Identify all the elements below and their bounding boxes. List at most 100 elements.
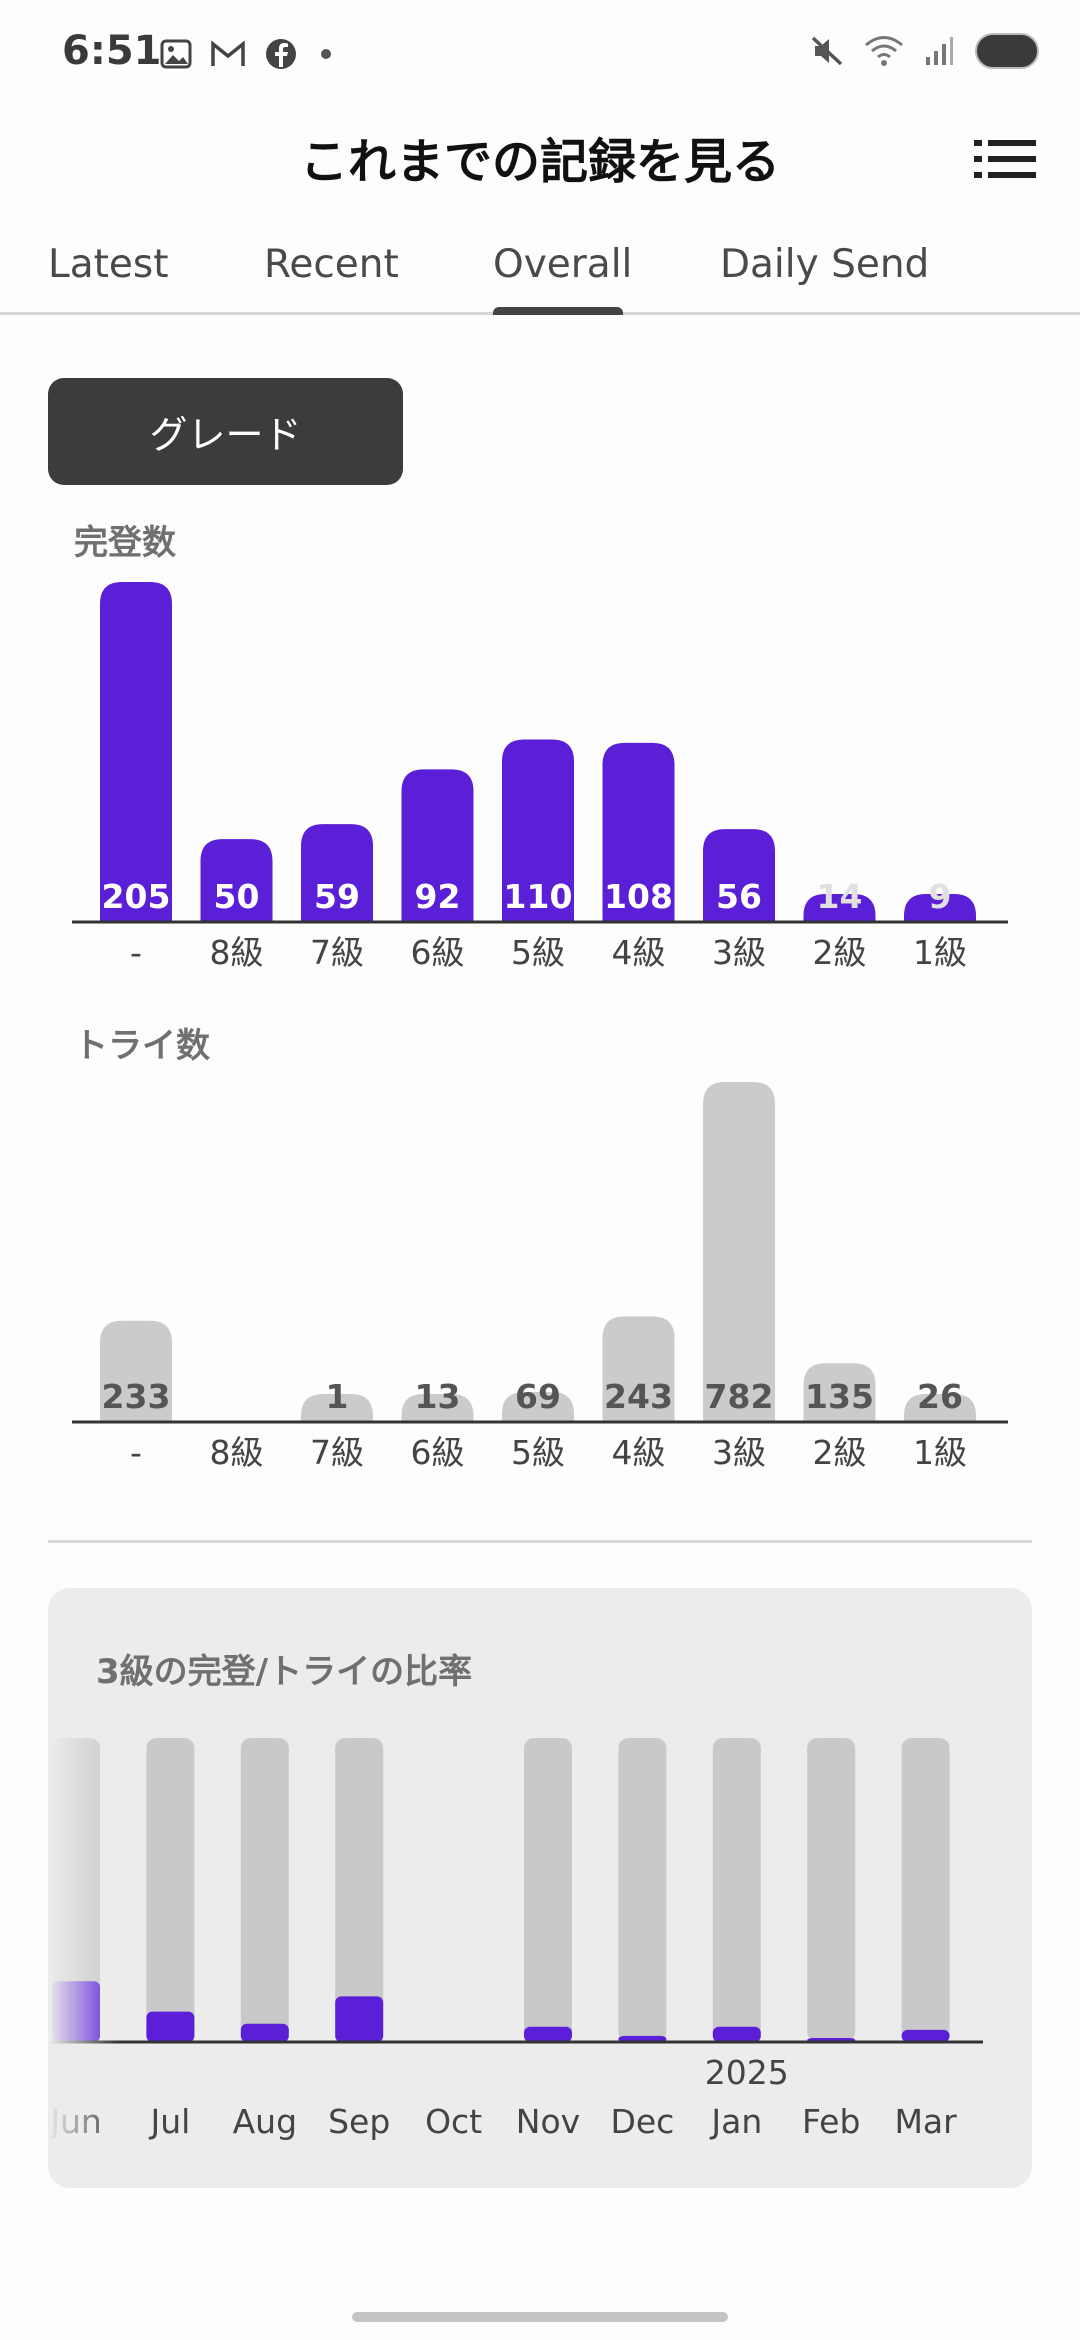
ratio-track-bar xyxy=(524,1738,572,2042)
sends-value-label: 50 xyxy=(214,877,260,916)
tries-bar xyxy=(100,1320,172,1422)
sends-category-label: 3級 xyxy=(712,933,766,972)
tries-category-label: 8級 xyxy=(210,1433,264,1472)
tries-category-label: 4級 xyxy=(612,1433,666,1472)
ratio-track-bar xyxy=(807,1738,856,2042)
ratio-year-label: 2025 xyxy=(705,2053,789,2092)
dot-icon xyxy=(321,49,331,59)
sends-value-label: 56 xyxy=(716,877,762,916)
tries-value-label: 233 xyxy=(102,1377,171,1416)
ratio-track-bar xyxy=(240,1738,289,2042)
tab-overall[interactable]: Overall xyxy=(493,242,633,287)
ratio-month-label: Nov xyxy=(516,2102,580,2141)
tries-category-label: - xyxy=(130,1433,142,1472)
sends-value-label: 9 xyxy=(929,877,952,916)
sends-chart: 205 - 50 8級 59 7級 92 6級 110 5級 108 4級 56 3級 14 2級 9 1級 xyxy=(72,582,1008,972)
gmail-icon xyxy=(211,40,245,66)
sends-value-label: 14 xyxy=(817,877,863,916)
tries-value-label: 243 xyxy=(604,1377,673,1416)
ratio-month-label: Jul xyxy=(148,2102,190,2141)
ratio-month-label: Oct xyxy=(425,2102,482,2141)
sends-category-label: 5級 xyxy=(511,933,565,972)
sends-category-label: - xyxy=(130,933,142,972)
ratio-month-label: Aug xyxy=(233,2102,297,2141)
tries-bar xyxy=(803,1363,876,1422)
status-time: 6:51 xyxy=(62,28,162,74)
mute-icon xyxy=(811,36,843,66)
sends-category-label: 2級 xyxy=(813,933,867,972)
ratio-track-bar xyxy=(618,1738,667,2042)
image-icon xyxy=(160,39,192,69)
tries-category-label: 2級 xyxy=(813,1433,867,1472)
ratio-fill-bar xyxy=(524,2026,572,2042)
sends-category-label: 4級 xyxy=(612,933,666,972)
tries-category-label: 1級 xyxy=(913,1433,967,1472)
tab-latest[interactable]: Latest xyxy=(48,242,169,287)
tab-daily-send[interactable]: Daily Send xyxy=(720,242,930,287)
sends-value-label: 205 xyxy=(102,877,171,916)
tries-chart: 233 - 8級 1 7級 13 6級 69 5級 243 4級 782 3級 135 2級 26 1級 xyxy=(72,1082,1008,1472)
tries-bar xyxy=(602,1316,675,1422)
tab-recent[interactable]: Recent xyxy=(264,242,399,287)
ratio-track-bar xyxy=(146,1738,195,2042)
page-title: これまでの記録を見る xyxy=(299,134,780,190)
ratio-track-bar xyxy=(901,1738,950,2042)
sends-bar xyxy=(904,894,976,922)
sends-category-label: 7級 xyxy=(310,933,364,972)
ratio-chart-title: 3級の完登/トライの比率 xyxy=(96,1652,473,1692)
sends-bar xyxy=(703,829,775,922)
ratio-month-label: Jan xyxy=(709,2102,762,2141)
sends-category-label: 1級 xyxy=(913,933,967,972)
tries-bar xyxy=(904,1394,976,1422)
system-icons xyxy=(810,32,1040,70)
ratio-month-label: Mar xyxy=(894,2102,957,2141)
wifi-icon xyxy=(865,36,903,66)
ratio-month-label: Feb xyxy=(802,2102,860,2141)
sends-bar xyxy=(200,839,273,922)
ratio-fill-bar xyxy=(901,2029,950,2042)
menu-button[interactable] xyxy=(972,135,1040,185)
tries-category-label: 3級 xyxy=(712,1433,766,1472)
ratio-chart-card[interactable]: 3級の完登/トライの比率 JunJulAugSepOctNovDecJanFeb… xyxy=(48,1588,1032,2188)
grade-button[interactable]: グレード xyxy=(48,378,403,485)
list-icon xyxy=(974,140,1036,178)
sends-bar xyxy=(602,742,675,922)
ratio-month-label: Sep xyxy=(328,2102,390,2141)
tries-category-label: 5級 xyxy=(511,1433,565,1472)
sends-bar xyxy=(803,894,876,922)
sends-bar xyxy=(100,582,172,922)
status-bar: 6:51 xyxy=(0,0,1080,110)
sends-bar xyxy=(502,739,574,922)
sends-value-label: 59 xyxy=(314,877,360,916)
tries-value-label: 135 xyxy=(805,1377,874,1416)
ratio-fill-bar xyxy=(240,2023,289,2042)
sends-value-label: 92 xyxy=(415,877,461,916)
battery-icon xyxy=(975,33,1039,69)
home-indicator[interactable] xyxy=(352,2312,728,2322)
tries-bar xyxy=(502,1392,574,1422)
tries-value-label: 13 xyxy=(415,1377,461,1416)
sends-chart-title: 完登数 xyxy=(74,523,176,563)
sends-bar xyxy=(401,769,474,922)
tries-value-label: 26 xyxy=(917,1377,963,1416)
tries-value-label: 69 xyxy=(515,1377,561,1416)
section-divider xyxy=(48,1540,1032,1543)
sends-category-label: 6級 xyxy=(411,933,465,972)
ratio-scroll-fade xyxy=(48,1708,118,2168)
tries-bar xyxy=(301,1394,373,1422)
sends-category-label: 8級 xyxy=(210,933,264,972)
ratio-fill-bar xyxy=(618,2035,667,2042)
ratio-fill-bar xyxy=(146,2011,195,2042)
tries-chart-title: トライ数 xyxy=(74,1026,210,1066)
tab-bar: Latest Recent Overall Daily Send xyxy=(0,230,1080,315)
tries-bar xyxy=(703,1082,775,1422)
ratio-track-bar xyxy=(335,1738,384,2042)
ratio-fill-bar xyxy=(335,1996,384,2042)
sends-value-label: 108 xyxy=(604,877,673,916)
tab-active-indicator xyxy=(493,307,623,315)
tries-value-label: 1 xyxy=(326,1377,349,1416)
tries-value-label: 782 xyxy=(705,1377,774,1416)
sends-bar xyxy=(301,824,373,922)
signal-icon xyxy=(926,37,953,65)
ratio-track-bar xyxy=(712,1738,761,2042)
